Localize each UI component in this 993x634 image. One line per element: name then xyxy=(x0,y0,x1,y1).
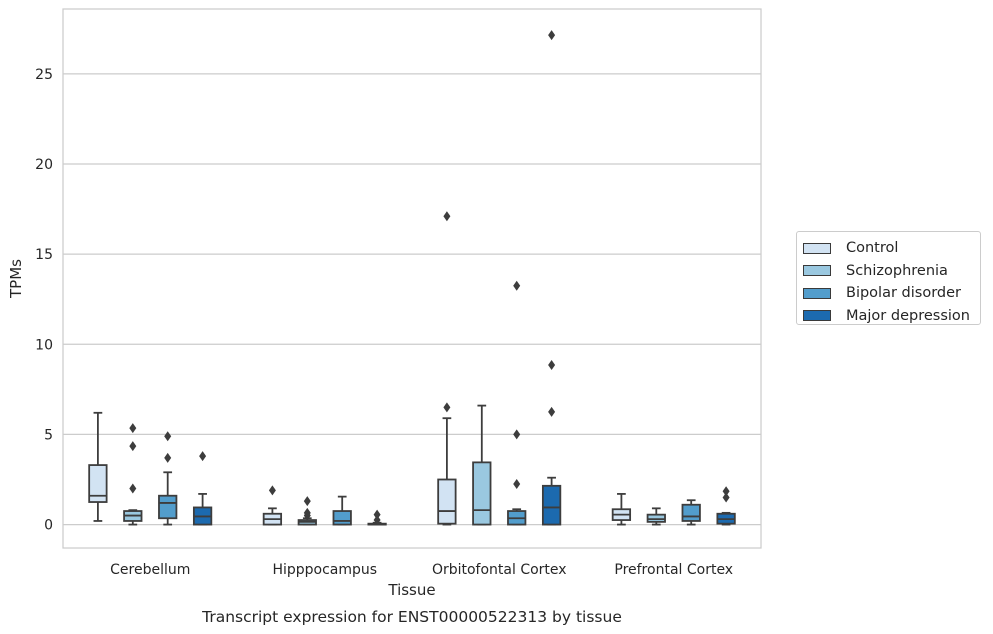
outlier-point xyxy=(513,479,521,490)
legend-label: Major depression xyxy=(846,307,970,324)
outlier-point xyxy=(129,441,137,452)
legend-item-schizophrenia: Schizophrenia xyxy=(803,260,980,283)
outlier-point xyxy=(443,402,451,413)
y-tick-label: 15 xyxy=(35,247,53,263)
box-body xyxy=(646,513,666,523)
y-tick-label: 0 xyxy=(44,518,53,534)
outlier-point xyxy=(443,211,451,222)
box xyxy=(681,499,701,526)
outlier-point xyxy=(129,423,137,434)
box-body xyxy=(541,484,562,526)
x-tick-label: Hipppocampus xyxy=(272,562,377,578)
x-tick-label: Prefrontal Cortex xyxy=(614,562,733,578)
box xyxy=(541,30,562,526)
y-axis-label: TPMs xyxy=(7,259,25,299)
outlier-point xyxy=(303,507,311,518)
legend-label: Control xyxy=(846,240,899,257)
box xyxy=(611,493,632,526)
outlier-point xyxy=(513,280,521,291)
outlier-point xyxy=(548,30,556,41)
outlier-point xyxy=(722,492,730,503)
x-axis-ticks: Cerebellum Hipppocampus Orbitofontal Corte… xyxy=(110,562,733,578)
legend-swatch xyxy=(803,265,831,277)
box xyxy=(716,486,736,526)
box xyxy=(158,431,178,526)
box xyxy=(262,485,283,526)
box xyxy=(88,411,108,522)
y-tick-label: 20 xyxy=(35,157,53,173)
box-body xyxy=(472,461,492,526)
box xyxy=(367,509,387,526)
outlier-point xyxy=(548,406,556,417)
legend-item-bipolar-disorder: Bipolar disorder xyxy=(803,282,980,305)
outlier-point xyxy=(722,486,730,497)
legend: Control Schizophrenia Bipolar disorder M… xyxy=(796,231,981,325)
legend-item-major-depression: Major depression xyxy=(803,305,980,328)
legend-swatch xyxy=(803,242,831,254)
box-body xyxy=(437,478,457,525)
box xyxy=(192,451,213,526)
box-body xyxy=(332,510,352,526)
outlier-point xyxy=(548,360,556,371)
y-tick-label: 10 xyxy=(35,337,53,353)
legend-swatch xyxy=(803,287,831,299)
outlier-point xyxy=(164,452,172,463)
grid-lines xyxy=(63,73,761,526)
y-tick-label: 25 xyxy=(35,67,53,83)
box-body xyxy=(681,503,701,522)
x-tick-label: Orbitofontal Cortex xyxy=(432,562,567,578)
boxes xyxy=(88,30,736,526)
y-axis-ticks: 0 5 10 15 20 25 xyxy=(35,67,53,534)
box xyxy=(297,496,317,526)
box-body xyxy=(158,494,178,520)
y-tick-label: 5 xyxy=(44,427,53,443)
legend-swatch xyxy=(803,310,831,322)
x-tick-label: Cerebellum xyxy=(110,562,190,578)
box xyxy=(437,211,457,526)
legend-item-control: Control xyxy=(803,237,980,260)
box xyxy=(332,495,352,526)
outlier-point xyxy=(373,509,381,520)
legend-label: Bipolar disorder xyxy=(846,285,961,302)
x-axis-label: Tissue xyxy=(387,581,435,599)
outlier-point xyxy=(303,496,311,507)
outlier-point xyxy=(513,429,521,440)
outlier-point xyxy=(164,431,172,442)
plot-area xyxy=(62,8,762,549)
box xyxy=(646,507,666,526)
outlier-point xyxy=(129,483,137,494)
box-body xyxy=(88,464,108,503)
box xyxy=(472,404,492,526)
outlier-point xyxy=(373,515,381,526)
outlier-point xyxy=(199,451,207,462)
box xyxy=(123,423,143,526)
outlier-point xyxy=(268,485,276,496)
box xyxy=(507,280,527,526)
legend-label: Schizophrenia xyxy=(846,262,948,279)
chart-title: Transcript expression for ENST0000052231… xyxy=(201,608,622,626)
